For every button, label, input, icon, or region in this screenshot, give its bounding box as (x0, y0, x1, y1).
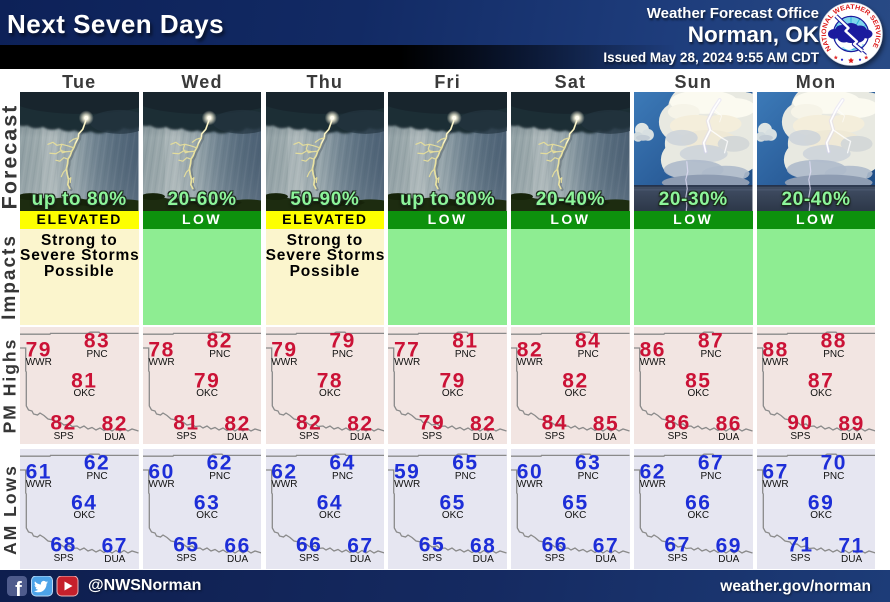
svg-text:f: f (15, 579, 22, 597)
